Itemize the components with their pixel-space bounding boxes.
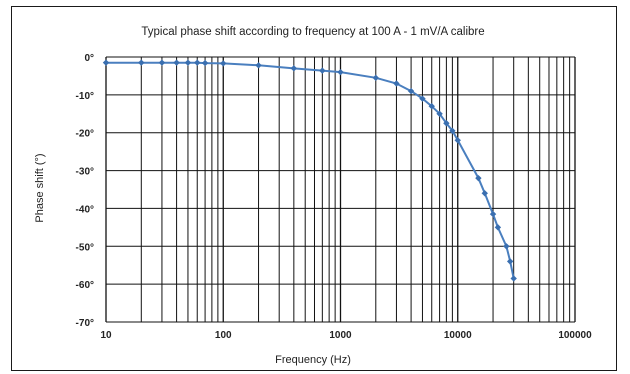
y-tick-label: -50° [76,242,94,253]
data-point [255,62,262,69]
chart-title: Typical phase shift according to frequen… [141,26,484,38]
data-point [481,190,488,197]
data-point [194,59,201,66]
data-point [510,275,517,282]
y-tick-label: -20° [76,129,94,140]
data-point [506,258,514,265]
data-point [428,103,435,110]
data-point [449,127,456,135]
data-point [173,59,180,66]
grid [105,56,576,323]
data-point [393,80,400,87]
data-point [407,87,415,95]
y-tick-labels: 0° -10° -20° -30° -40° -50° -60° -70° [76,53,94,329]
data-point [494,224,502,231]
y-tick-label: -30° [76,167,94,178]
x-tick-label: 10 [100,330,112,341]
y-axis-label: Phase shift (°) [34,153,46,222]
y-tick-label: -10° [76,91,94,102]
x-axis-label: Frequency (Hz) [275,354,351,366]
y-tick-label: 0° [84,53,94,64]
data-point [337,68,344,76]
series-group [102,59,517,282]
data-point [503,243,510,250]
x-tick-labels: 10 100 1000 10000 100000 [100,330,592,341]
data-point [319,67,326,74]
data-point [184,59,192,66]
x-tick-label: 10000 [444,330,472,341]
data-point [102,59,110,66]
data-point [489,210,497,218]
data-point [475,174,482,182]
series-line [106,61,515,279]
data-point [372,74,379,82]
data-point [443,120,450,127]
data-point [201,59,209,67]
x-tick-label: 100 [215,330,232,341]
y-tick-label: -70° [76,318,94,329]
data-point [436,110,443,117]
data-point [138,59,145,66]
x-tick-label: 100000 [558,330,592,341]
y-tick-label: -60° [76,280,94,291]
data-point [290,65,298,72]
data-point [158,59,166,66]
data-point [220,60,227,67]
data-point [419,95,426,102]
data-point [454,137,461,144]
x-tick-label: 1000 [329,330,352,341]
y-tick-label: -40° [76,204,94,215]
